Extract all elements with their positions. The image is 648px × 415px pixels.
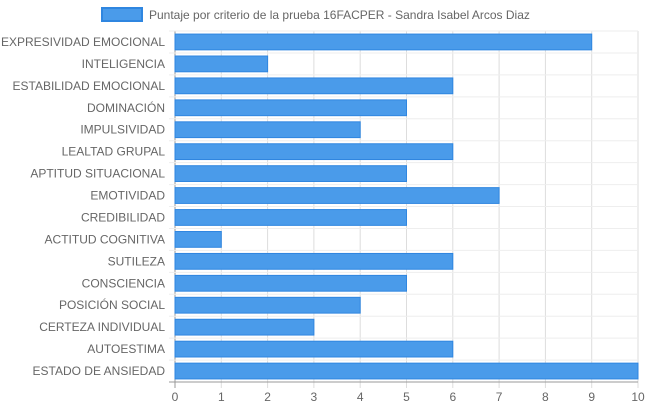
y-tick-label: IMPULSIVIDAD [80, 123, 165, 137]
x-tick-label: 9 [588, 390, 595, 404]
y-tick-label: APTITUD SITUACIONAL [30, 167, 165, 181]
bar-estabilidad-emocional[interactable] [174, 77, 454, 95]
bar-emotividad[interactable] [174, 187, 500, 204]
bars [174, 33, 639, 380]
bar-lealtad-grupal[interactable] [174, 143, 454, 161]
bar-certeza-individual[interactable] [174, 318, 315, 336]
bar-consciencia[interactable] [174, 274, 407, 292]
legend-swatch [101, 7, 143, 22]
x-tick-label: 1 [218, 390, 225, 404]
y-axis-labels: EXPRESIVIDAD EMOCIONAL INTELIGENCIA ESTABI… [1, 35, 165, 378]
bar-credibilidad[interactable] [174, 209, 407, 226]
y-tick-label: CONSCIENCIA [82, 276, 165, 290]
x-tick-label: 8 [542, 390, 549, 404]
y-tick-label: DOMINACIÓN [87, 100, 165, 115]
bar-expresividad-emocional[interactable] [174, 33, 593, 51]
y-tick-label: CREDIBILIDAD [81, 210, 165, 224]
y-tick-label: ESTADO DE ANSIEDAD [33, 364, 166, 378]
x-tick-label: 7 [496, 390, 503, 404]
y-tick-label: EXPRESIVIDAD EMOCIONAL [1, 35, 165, 49]
y-tick-label: ACTITUD COGNITIVA [45, 232, 165, 246]
x-tick-label: 4 [357, 390, 364, 404]
x-tick-label: 2 [264, 390, 271, 404]
bar-sutileza[interactable] [174, 252, 454, 270]
x-tick-label: 10 [631, 390, 645, 404]
x-axis-ticks: 0 1 2 3 4 5 6 7 8 9 10 [172, 390, 645, 404]
y-tick-label: ESTABILIDAD EMOCIONAL [13, 79, 166, 93]
bar-aptitud-situacional[interactable] [174, 165, 407, 182]
x-tick-label: 5 [403, 390, 410, 404]
bar-impulsividad[interactable] [174, 121, 361, 139]
bar-posicion-social[interactable] [174, 296, 361, 314]
bar-inteligencia[interactable] [174, 55, 269, 73]
bar-autoestima[interactable] [174, 340, 454, 358]
y-tick-label: INTELIGENCIA [82, 57, 165, 71]
y-tick-label: LEALTAD GRUPAL [62, 145, 166, 159]
bar-estado-de-ansiedad[interactable] [174, 362, 639, 380]
x-tick-label: 3 [311, 390, 318, 404]
bar-actitud-cognitiva[interactable] [174, 231, 222, 248]
y-tick-label: AUTOESTIMA [87, 342, 165, 356]
legend[interactable]: Puntaje por criterio de la prueba 16FACP… [101, 7, 530, 22]
y-tick-label: CERTEZA INDIVIDUAL [39, 320, 165, 334]
y-tick-label: POSICIÓN SOCIAL [59, 297, 165, 312]
bar-dominacion[interactable] [174, 99, 407, 117]
y-tick-label: SUTILEZA [108, 254, 165, 268]
x-tick-label: 6 [449, 390, 456, 404]
x-tick-label: 0 [172, 390, 179, 404]
legend-label: Puntaje por criterio de la prueba 16FACP… [149, 8, 530, 22]
y-tick-label: EMOTIVIDAD [90, 189, 165, 203]
